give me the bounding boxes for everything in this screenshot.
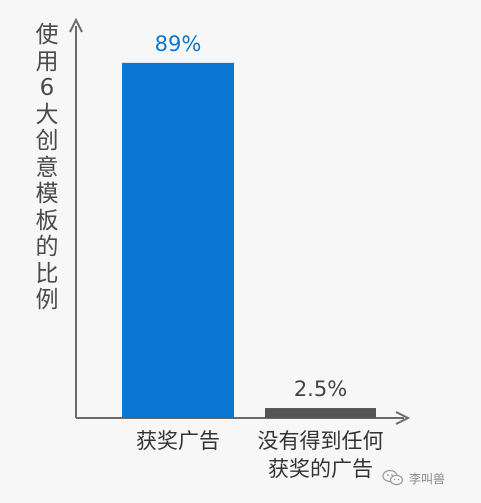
y-axis-label-char: 的: [35, 234, 59, 260]
y-axis-label-char: 大: [35, 101, 59, 128]
y-axis-label-char: 创: [35, 128, 59, 154]
bar-value-label: 89%: [155, 32, 202, 56]
x-tick-label: 获奖的广告: [268, 457, 373, 481]
y-axis-label-char: 意: [35, 154, 59, 181]
bar: [265, 408, 376, 418]
x-axis-arrow: [395, 411, 411, 425]
y-axis-label-char: 使: [35, 22, 59, 48]
bar: [122, 62, 234, 418]
watermark: 李叫兽: [382, 469, 445, 487]
bar-value-label: 2.5%: [294, 377, 347, 401]
x-tick-label: 没有得到任何: [258, 429, 384, 453]
y-axis-label-char: 板: [35, 207, 59, 234]
wechat-icon: [382, 469, 404, 486]
x-tick-label: 获奖广告: [136, 429, 220, 453]
y-axis-label-char: 6: [39, 75, 55, 101]
y-axis-label-char: 例: [35, 287, 59, 313]
y-axis-label-char: 比: [35, 260, 59, 287]
y-axis-label-char: 模: [35, 181, 59, 207]
watermark-text: 李叫兽: [409, 471, 446, 486]
y-axis-arrow: [69, 17, 83, 33]
y-axis-label-char: 用: [35, 48, 59, 75]
